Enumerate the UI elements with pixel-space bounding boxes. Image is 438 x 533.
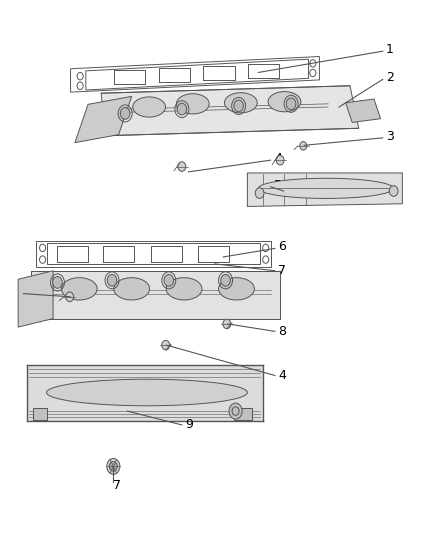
Ellipse shape [61, 278, 97, 300]
Ellipse shape [268, 92, 301, 112]
Ellipse shape [177, 94, 209, 114]
Ellipse shape [133, 97, 166, 117]
Text: 7: 7 [279, 264, 286, 277]
Circle shape [389, 185, 398, 196]
Text: 4: 4 [274, 152, 282, 165]
Text: 5: 5 [274, 179, 282, 192]
Polygon shape [27, 365, 263, 421]
Circle shape [178, 162, 186, 171]
Circle shape [229, 403, 242, 419]
Ellipse shape [46, 379, 247, 406]
Text: 9: 9 [185, 418, 193, 431]
Circle shape [276, 156, 284, 165]
Circle shape [162, 341, 170, 350]
Polygon shape [346, 99, 381, 123]
Circle shape [164, 274, 173, 286]
Text: 3: 3 [386, 130, 394, 143]
Ellipse shape [166, 278, 202, 300]
Ellipse shape [224, 93, 257, 113]
Ellipse shape [114, 278, 150, 300]
Text: 7: 7 [113, 479, 121, 492]
Circle shape [286, 98, 296, 110]
Circle shape [66, 292, 74, 302]
Circle shape [107, 458, 120, 474]
Circle shape [120, 108, 130, 119]
Circle shape [300, 142, 307, 150]
Ellipse shape [258, 178, 394, 198]
Ellipse shape [219, 278, 254, 300]
Circle shape [107, 274, 117, 286]
Polygon shape [247, 173, 403, 206]
Circle shape [223, 319, 231, 329]
Bar [32, 408, 47, 419]
Circle shape [234, 100, 244, 112]
Polygon shape [18, 271, 53, 327]
Text: 6: 6 [279, 240, 286, 253]
Text: 2: 2 [386, 71, 394, 84]
Text: 3: 3 [19, 286, 27, 298]
Bar [234, 408, 252, 419]
Text: 1: 1 [386, 43, 394, 56]
Text: 4: 4 [279, 369, 286, 382]
Circle shape [177, 103, 187, 115]
Polygon shape [101, 86, 359, 136]
Polygon shape [31, 271, 280, 319]
Circle shape [110, 462, 117, 471]
Circle shape [255, 188, 264, 198]
Polygon shape [75, 96, 132, 143]
Circle shape [53, 277, 62, 288]
Text: 8: 8 [279, 325, 286, 338]
Circle shape [221, 274, 230, 286]
